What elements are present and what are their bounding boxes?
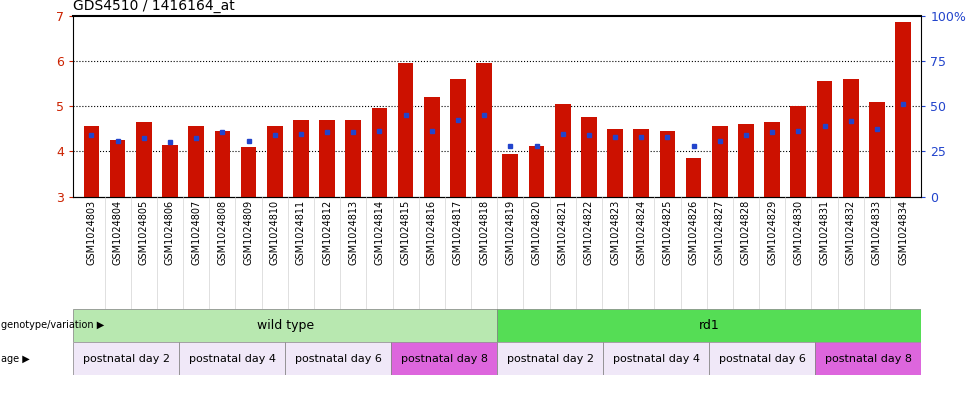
Bar [267,127,283,196]
Text: postnatal day 4: postnatal day 4 [613,354,700,364]
Text: GSM1024818: GSM1024818 [479,200,489,265]
Bar [73,342,179,375]
Text: GSM1024826: GSM1024826 [688,200,699,265]
Text: GSM1024814: GSM1024814 [374,200,384,265]
Bar [604,342,710,375]
Bar [136,122,152,196]
Bar [895,22,911,196]
Text: postnatal day 2: postnatal day 2 [507,354,594,364]
Text: GSM1024830: GSM1024830 [794,200,803,265]
Bar [179,342,285,375]
Bar [634,129,649,196]
Bar [555,104,570,196]
Bar [842,79,859,196]
Text: GSM1024816: GSM1024816 [427,200,437,265]
Bar [815,342,921,375]
Bar [73,309,497,342]
Bar [710,342,815,375]
Text: GSM1024812: GSM1024812 [322,200,332,265]
Bar [424,97,440,196]
Text: GSM1024827: GSM1024827 [715,200,724,265]
Text: GSM1024832: GSM1024832 [845,200,856,265]
Bar [110,140,126,196]
Text: GSM1024825: GSM1024825 [662,200,673,265]
Text: postnatal day 4: postnatal day 4 [189,354,276,364]
Bar [391,342,497,375]
Bar [497,309,921,342]
Bar [659,131,676,196]
Text: GSM1024833: GSM1024833 [872,200,881,265]
Text: GSM1024819: GSM1024819 [505,200,516,265]
Text: GSM1024807: GSM1024807 [191,200,201,265]
Text: GSM1024828: GSM1024828 [741,200,751,265]
Text: GSM1024822: GSM1024822 [584,200,594,265]
Bar [450,79,466,196]
Text: GSM1024829: GSM1024829 [767,200,777,265]
Text: GSM1024823: GSM1024823 [610,200,620,265]
Bar [319,119,335,196]
Bar [293,119,309,196]
Bar [162,145,177,196]
Bar [712,127,727,196]
Text: GSM1024820: GSM1024820 [531,200,541,265]
Bar [791,106,806,196]
Text: GSM1024815: GSM1024815 [401,200,410,265]
Text: postnatal day 8: postnatal day 8 [401,354,488,364]
Text: GSM1024803: GSM1024803 [87,200,97,265]
Bar [817,81,833,196]
Bar [214,131,230,196]
Text: GSM1024817: GSM1024817 [453,200,463,265]
Bar [502,154,518,196]
Bar [869,101,884,196]
Text: wild type: wild type [256,319,314,332]
Bar [285,342,391,375]
Text: GSM1024809: GSM1024809 [244,200,254,265]
Text: GSM1024810: GSM1024810 [270,200,280,265]
Bar [497,342,604,375]
Text: GSM1024805: GSM1024805 [138,200,149,265]
Text: genotype/variation ▶: genotype/variation ▶ [1,320,104,330]
Text: postnatal day 8: postnatal day 8 [825,354,912,364]
Text: GDS4510 / 1416164_at: GDS4510 / 1416164_at [73,0,235,13]
Text: GSM1024808: GSM1024808 [217,200,227,265]
Bar [764,122,780,196]
Text: GSM1024806: GSM1024806 [165,200,175,265]
Bar [398,63,413,196]
Bar [241,147,256,196]
Text: GSM1024813: GSM1024813 [348,200,358,265]
Text: GSM1024811: GSM1024811 [295,200,306,265]
Text: rd1: rd1 [699,319,720,332]
Text: postnatal day 2: postnatal day 2 [83,354,170,364]
Text: GSM1024824: GSM1024824 [637,200,646,265]
Text: GSM1024834: GSM1024834 [898,200,908,265]
Text: GSM1024821: GSM1024821 [558,200,567,265]
Bar [345,119,361,196]
Text: postnatal day 6: postnatal day 6 [294,354,381,364]
Bar [607,129,623,196]
Text: GSM1024804: GSM1024804 [113,200,123,265]
Bar [738,124,754,196]
Text: GSM1024831: GSM1024831 [820,200,830,265]
Text: age ▶: age ▶ [1,354,29,364]
Bar [528,146,544,196]
Bar [685,158,701,196]
Bar [84,127,99,196]
Bar [188,127,204,196]
Text: postnatal day 6: postnatal day 6 [719,354,805,364]
Bar [581,118,597,196]
Bar [371,108,387,196]
Bar [477,63,492,196]
